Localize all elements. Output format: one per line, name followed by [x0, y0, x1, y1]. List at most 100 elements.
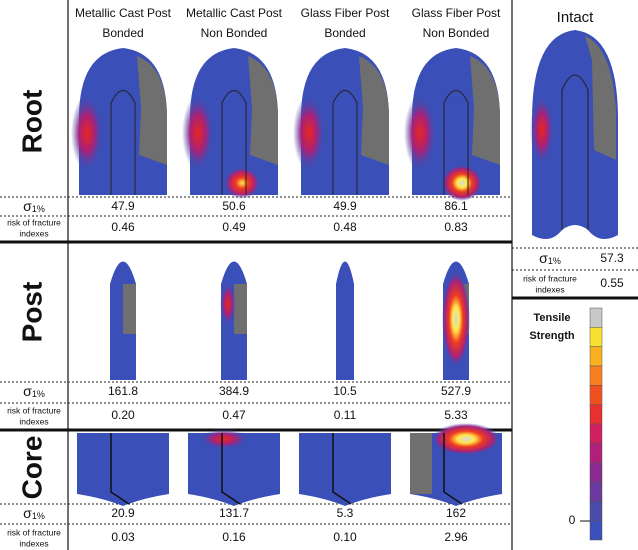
- stress-zone: [293, 95, 325, 171]
- scale-swatch: [590, 385, 602, 404]
- sigma-label: σ1%: [23, 383, 45, 400]
- root-model: [182, 48, 278, 199]
- sigma-value: 527.9: [441, 384, 471, 398]
- sigma-value: 5.3: [337, 506, 354, 520]
- core-model: [188, 429, 280, 506]
- scale-title: Strength: [529, 330, 575, 342]
- stress-zone: [200, 429, 248, 449]
- sigma-value: 10.5: [333, 384, 357, 398]
- section-label: Core: [16, 436, 47, 500]
- sigma-value: 47.9: [111, 199, 135, 213]
- scale-zero: 0: [569, 513, 576, 527]
- scale-swatch: [590, 482, 602, 501]
- column-header: Bonded: [102, 26, 143, 40]
- post-model: [220, 262, 247, 381]
- intact-title: Intact: [557, 9, 595, 26]
- scale-swatch: [590, 424, 602, 443]
- sigma-label: σ1%: [539, 250, 561, 267]
- root-model: [293, 48, 389, 195]
- stress-zone: [432, 423, 500, 455]
- post-model: [442, 262, 470, 381]
- sigma-symbol: σ: [23, 505, 32, 521]
- scale-title: Tensile: [533, 312, 570, 324]
- scale-swatch: [590, 308, 602, 327]
- stress-zone: [220, 282, 236, 326]
- risk-label: indexes: [19, 416, 48, 426]
- risk-value: 0.48: [333, 220, 357, 234]
- stress-gray: [123, 284, 136, 334]
- risk-label: risk of fracture: [523, 273, 577, 283]
- core-shape: [299, 433, 391, 506]
- stress-zone: [530, 96, 554, 164]
- risk-value: 0.83: [444, 220, 468, 234]
- risk-value: 0.20: [111, 408, 135, 422]
- sigma-subscript: 1%: [548, 256, 561, 266]
- scale-swatch: [590, 347, 602, 366]
- sigma-symbol: σ: [539, 250, 548, 266]
- sigma-symbol: σ: [23, 383, 32, 399]
- scale-swatch: [590, 501, 602, 520]
- risk-label: risk of fracture: [7, 217, 61, 227]
- sigma-value: 50.6: [222, 199, 246, 213]
- stress-gray: [248, 56, 278, 165]
- stress-gray: [410, 433, 432, 494]
- sigma-value: 384.9: [219, 384, 249, 398]
- sigma-value: 57.3: [600, 251, 624, 265]
- stress-zone: [71, 95, 103, 171]
- stress-zone: [224, 167, 260, 199]
- sigma-value: 131.7: [219, 506, 249, 520]
- risk-value: 0.49: [222, 220, 246, 234]
- sigma-subscript: 1%: [32, 511, 45, 521]
- root-model: [404, 48, 500, 201]
- risk-label: indexes: [535, 284, 564, 294]
- sigma-value: 49.9: [333, 199, 357, 213]
- risk-label: risk of fracture: [7, 527, 61, 537]
- stress-zone: [442, 271, 470, 367]
- core-model: [77, 433, 169, 506]
- risk-value: 5.33: [444, 408, 468, 422]
- root-model: [71, 48, 167, 195]
- stress-zone: [182, 95, 214, 171]
- stress-zone: [442, 165, 482, 201]
- risk-value: 0.16: [222, 530, 246, 544]
- risk-value: 0.47: [222, 408, 246, 422]
- content: Metallic Cast Post Bonded Metallic Cast Po…: [0, 6, 638, 548]
- post-model: [336, 262, 354, 381]
- risk-value: 0.10: [333, 530, 357, 544]
- sigma-label: σ1%: [23, 198, 45, 215]
- column-header: Glass Fiber Post: [412, 6, 501, 20]
- column-header: Bonded: [324, 26, 365, 40]
- sigma-symbol: σ: [23, 198, 32, 214]
- risk-value: 0.46: [111, 220, 135, 234]
- column-header: Metallic Cast Post: [75, 6, 172, 20]
- scale-swatch: [590, 463, 602, 482]
- risk-value: 0.55: [600, 276, 624, 290]
- core-shape: [77, 433, 169, 506]
- sigma-label: σ1%: [23, 505, 45, 522]
- sigma-value: 20.9: [111, 506, 135, 520]
- scale-swatch: [590, 521, 602, 540]
- column-header: Metallic Cast Post: [186, 6, 283, 20]
- section-label: Root: [16, 90, 47, 154]
- stress-gray: [137, 56, 167, 165]
- risk-value: 2.96: [444, 530, 468, 544]
- stress-gray: [470, 56, 500, 165]
- stress-gray: [234, 284, 247, 334]
- figure: Metallic Cast Post Bonded Metallic Cast Po…: [0, 0, 638, 550]
- intact-model: [530, 30, 618, 239]
- stress-gray: [359, 56, 389, 165]
- post-shape: [336, 262, 354, 381]
- risk-label: indexes: [19, 228, 48, 238]
- stress-zone: [404, 95, 436, 171]
- core-model: [410, 423, 502, 506]
- risk-label: risk of fracture: [7, 405, 61, 415]
- section-label: Post: [16, 282, 47, 343]
- scale-swatch: [590, 443, 602, 462]
- scale-swatch: [590, 366, 602, 385]
- risk-value: 0.03: [111, 530, 135, 544]
- risk-label: indexes: [19, 538, 48, 548]
- sigma-subscript: 1%: [32, 389, 45, 399]
- column-header: Glass Fiber Post: [301, 6, 390, 20]
- sigma-value: 162: [446, 506, 466, 520]
- risk-value: 0.11: [334, 408, 357, 422]
